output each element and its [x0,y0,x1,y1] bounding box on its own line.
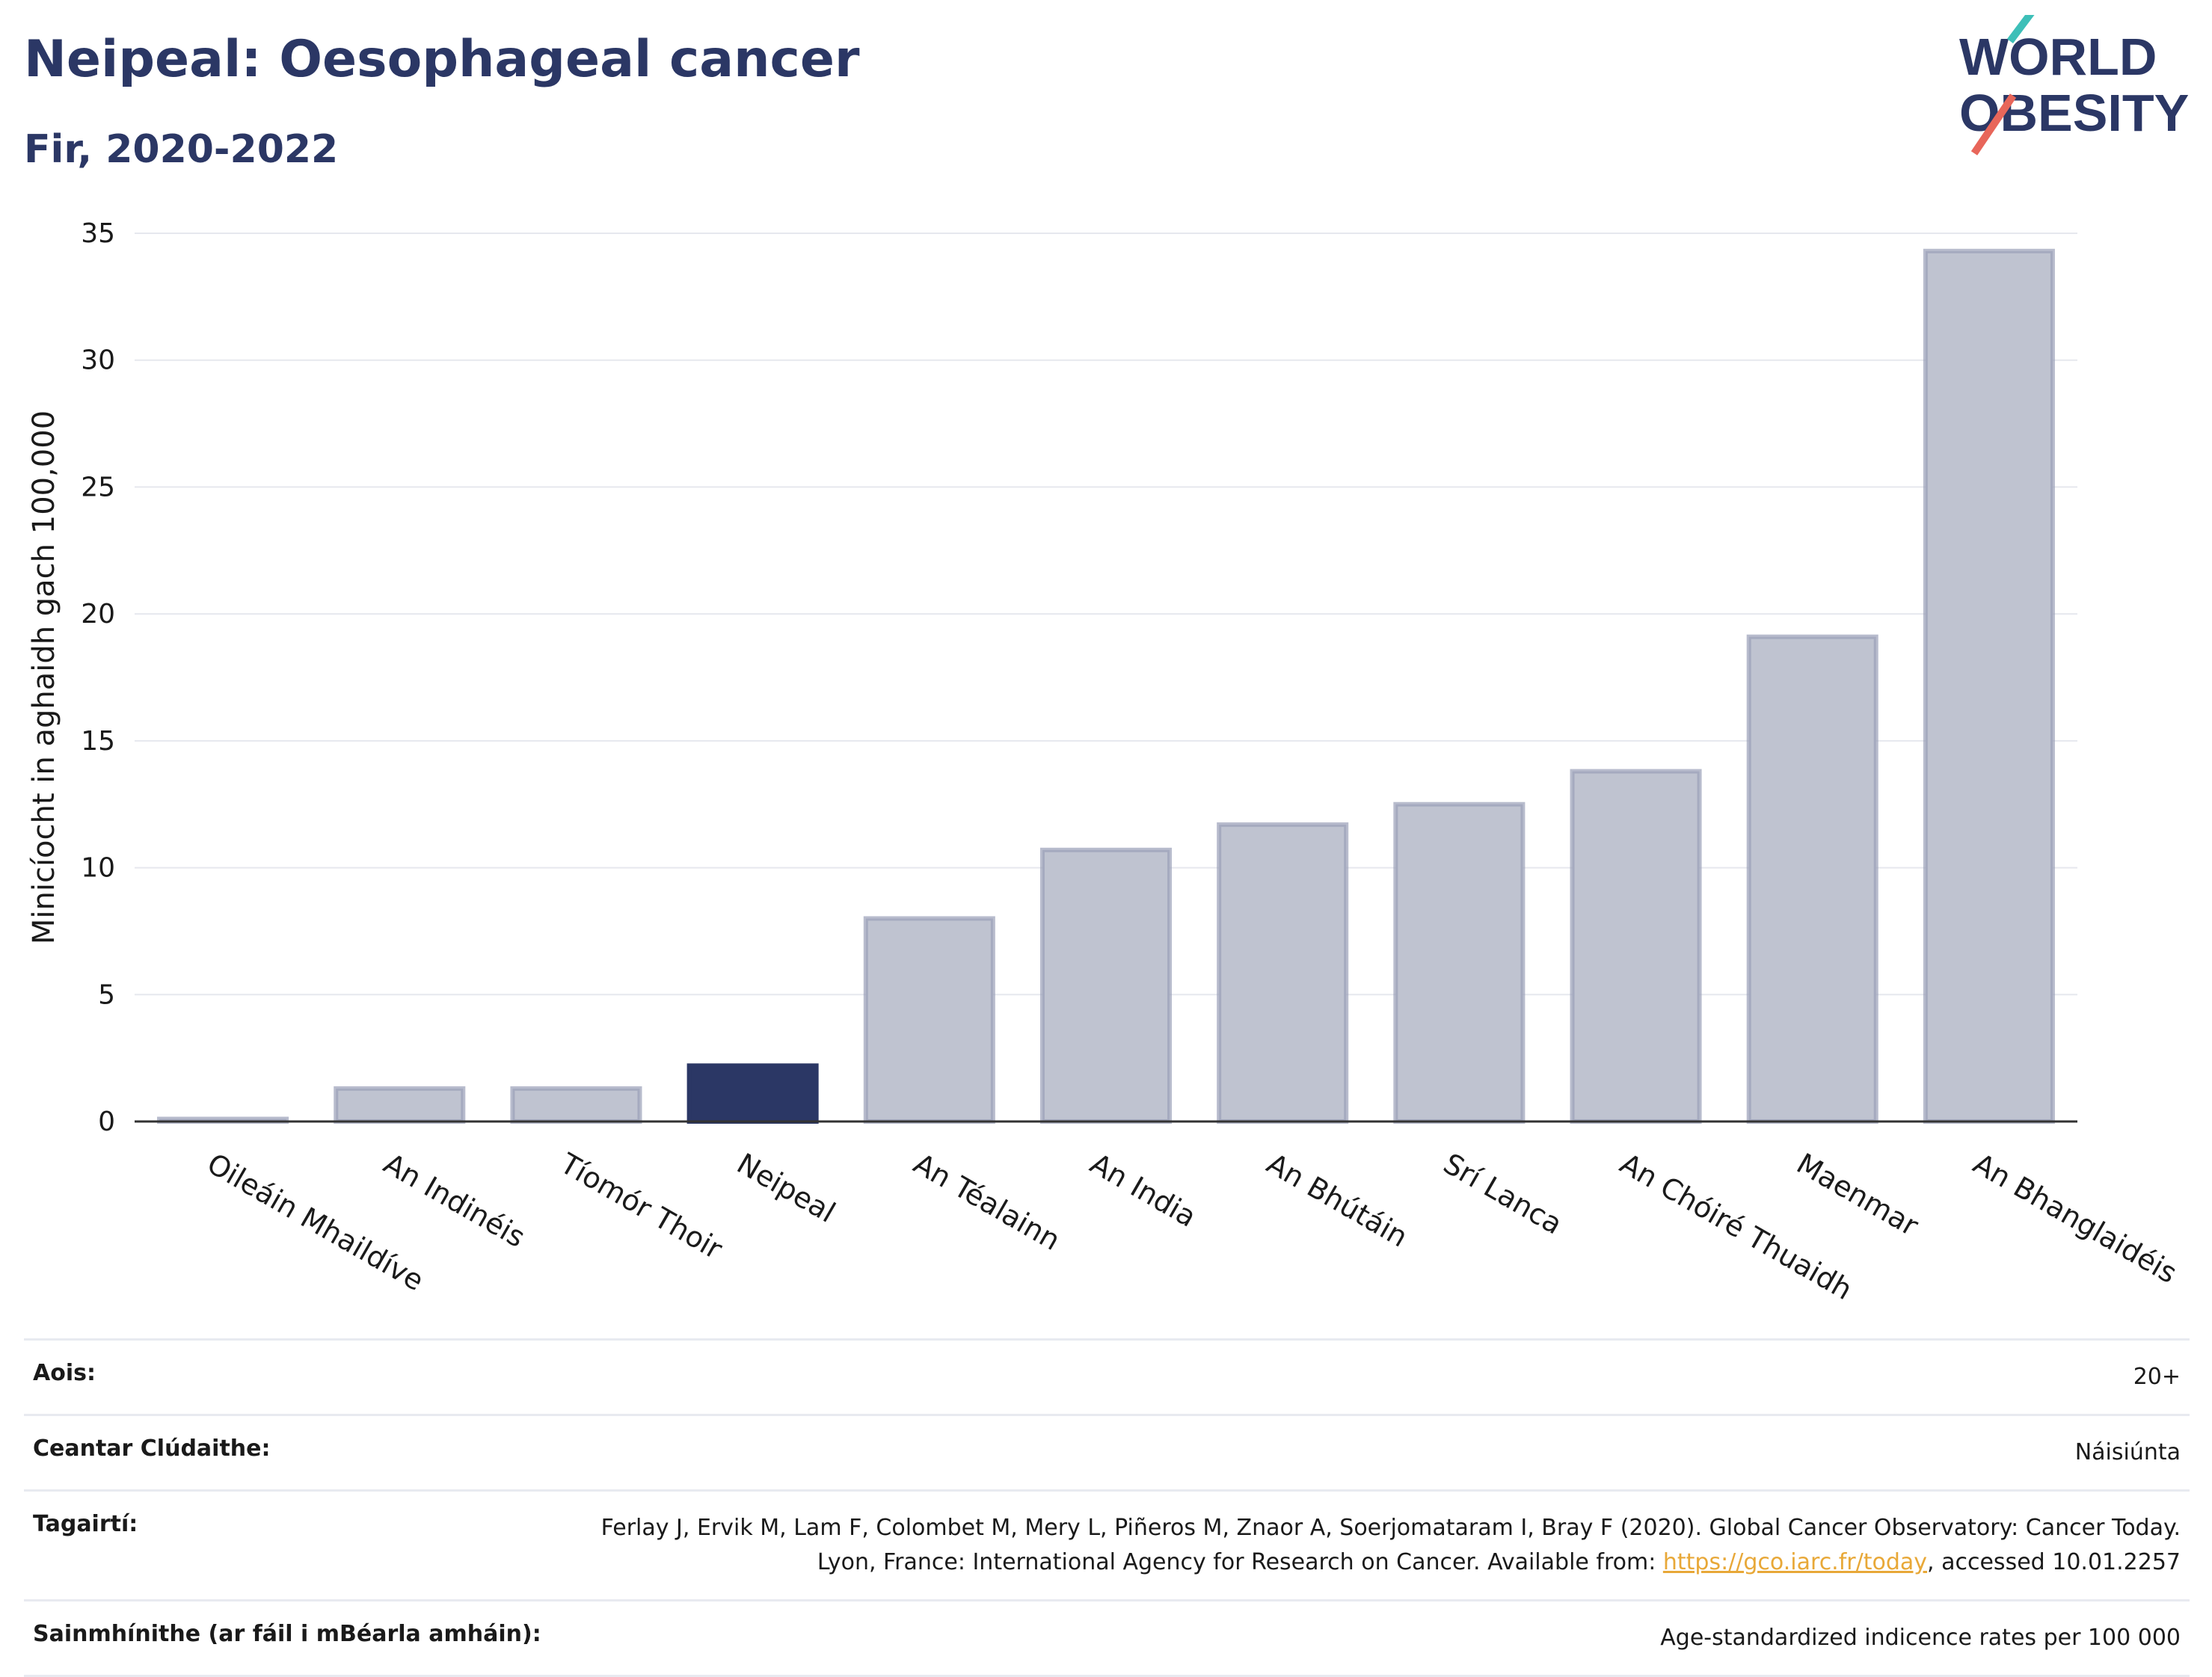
x-tick-label: An Bhanglaidéis [1967,1147,2182,1290]
y-tick-label: 20 [81,599,115,630]
y-tick-label: 35 [81,218,115,249]
y-tick-label: 10 [81,853,115,884]
y-axis-title: Minicíocht in aghaidh gach 100,000 [27,410,61,944]
bars [157,248,2055,1124]
bar-8 [1570,769,1702,1124]
chart-subtitle: Fir, 2020-2022 [24,127,339,172]
bar-7 [1393,801,1526,1124]
bar-2 [510,1086,642,1124]
bar-3 [686,1063,819,1124]
world-obesity-logo: WORLD OBESITY [1959,15,2189,156]
y-tick-label: 30 [81,345,115,376]
info-row-coverage: Ceantar Clúdaithe: Náisiúnta [24,1414,2190,1489]
y-tick-label: 15 [81,726,115,757]
bar-6 [1217,822,1349,1124]
y-tick-label: 25 [81,472,115,502]
y-axis-ticks: 0 5 10 15 20 25 30 35 [81,218,115,1137]
x-tick-label: Srí Lanca [1438,1147,1568,1241]
info-key: Tagairtí: [33,1511,138,1537]
bar-10 [1923,248,2055,1124]
reference-accessed: , accessed 10.01.2257 [1927,1549,2181,1575]
bar-9 [1746,634,1878,1124]
bar-5 [1039,847,1173,1124]
x-tick-label: An Téalainn [908,1147,1066,1257]
x-tick-label: An India [1085,1147,1202,1234]
x-tick-label: Tíomór Thoir [554,1146,728,1266]
reference-link[interactable]: https://gco.iarc.fr/today [1662,1549,1928,1575]
x-tick-label: An Bhútáin [1262,1147,1413,1254]
info-key: Aois: [33,1360,96,1386]
info-value: Age-standardized indicence rates per 100… [1660,1625,2181,1651]
info-table: Aois: 20+ Ceantar Clúdaithe: Náisiúnta T… [24,1338,2190,1677]
info-value: Náisiúnta [2074,1439,2181,1465]
y-tick-label: 5 [98,979,115,1010]
info-key: Sainmhínithe (ar fáil i mBéarla amháin): [33,1621,541,1647]
x-tick-label: An Indinéis [378,1147,531,1254]
x-tick-label: Neipeal [731,1147,841,1229]
bar-4 [863,916,995,1124]
info-key: Ceantar Clúdaithe: [33,1436,271,1462]
info-row-references: Tagairtí: Ferlay J, Ervik M, Lam F, Colo… [24,1489,2190,1599]
svg-text:WORLD: WORLD [1959,28,2157,86]
info-row-definitions: Sainmhínithe (ar fáil i mBéarla amháin):… [24,1599,2190,1677]
chart-title: Neipeal: Oesophageal cancer [24,30,860,89]
x-tick-label: Maenmar [1791,1147,1924,1243]
bar-1 [334,1086,466,1124]
info-value: Ferlay J, Ervik M, Lam F, Colombet M, Me… [565,1511,2181,1580]
y-tick-label: 0 [98,1107,115,1137]
reference-text: Ferlay J, Ervik M, Lam F, Colombet M, Me… [600,1515,2181,1575]
info-row-age: Aois: 20+ [24,1338,2190,1414]
info-value: 20+ [2133,1364,2181,1390]
